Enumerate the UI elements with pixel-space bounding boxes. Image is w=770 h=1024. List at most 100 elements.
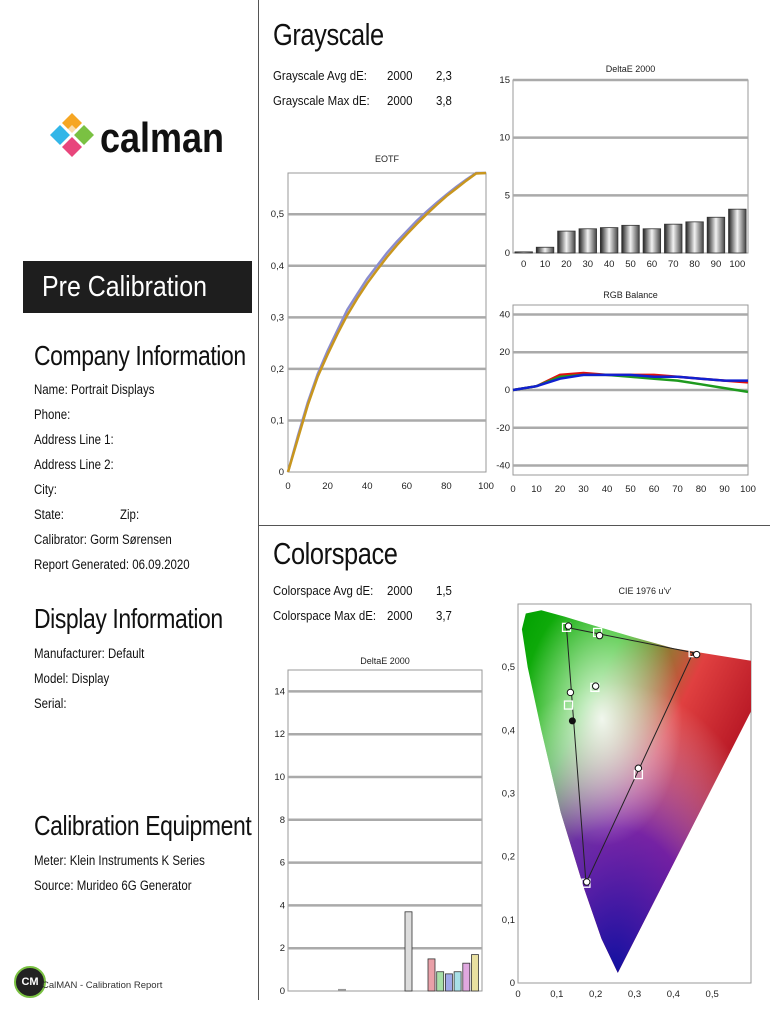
- display-manufacturer: Manufacturer: Default: [34, 646, 145, 661]
- x-tick-label: 20: [322, 481, 333, 492]
- stat-standard: 2000: [387, 93, 413, 108]
- x-tick-label: 30: [578, 484, 589, 495]
- cm-badge-icon: CM: [14, 966, 46, 998]
- x-tick-label: 10: [531, 484, 542, 495]
- x-tick-label: 0,2: [589, 989, 602, 1000]
- chart-title: RGB Balance: [603, 290, 658, 300]
- deltae-bar: [599, 227, 619, 254]
- company-zip: Zip:: [120, 507, 140, 522]
- y-tick-label: -20: [496, 423, 510, 434]
- rgb-balance-chart: RGB Balance -40 -20 0 20 40 0 10 20 30 40 50 60 70 80 9…: [496, 290, 756, 495]
- deltae-bar: [535, 246, 555, 254]
- company-address-1: Address Line 1:: [34, 432, 114, 447]
- stat-value: 3,8: [436, 93, 452, 108]
- y-tick-label: 0: [510, 978, 515, 989]
- measured-marker-red: [692, 650, 701, 659]
- stat-label: Grayscale Max dE:: [273, 93, 370, 108]
- plot-frame: [287, 669, 483, 992]
- deltae-bar-red: [427, 958, 436, 992]
- x-tick-label: 0: [515, 989, 520, 1000]
- chart-title: EOTF: [375, 154, 400, 164]
- company-name: Name: Portrait Displays: [34, 382, 155, 397]
- measured-marker-white: [591, 682, 600, 690]
- x-tick-label: 100%: [443, 999, 468, 1000]
- deltae-bar: [664, 223, 683, 254]
- deltae-bar-black: [338, 988, 346, 991]
- logo-text: calman: [100, 114, 224, 161]
- deltae-bar-blue: [444, 973, 453, 992]
- y-tick-label: 5: [505, 190, 510, 201]
- grayscale-avg-row: Grayscale Avg dE: 2000 2,3: [273, 68, 493, 93]
- calibrator-name: Calibrator: Gorm Sørensen: [34, 532, 172, 547]
- x-tick-label: 60: [647, 259, 658, 270]
- footer: CM CalMAN - Calibration Report: [14, 964, 214, 1004]
- y-tick-label: 0,2: [502, 852, 515, 863]
- display-serial: Serial:: [34, 696, 67, 711]
- x-tick-label: 100: [729, 259, 745, 270]
- y-tick-label: 0,1: [271, 415, 284, 426]
- x-tick-label: 0: [285, 481, 290, 492]
- y-tick-label: 0,4: [271, 261, 284, 272]
- x-tick-label: 20: [555, 484, 566, 495]
- y-tick-label: 14: [274, 686, 285, 697]
- x-tick-label: 0,1: [550, 989, 563, 1000]
- x-tick-label: 0: [510, 484, 515, 495]
- deltae-bar: [642, 228, 662, 254]
- rgb-series-line-blue: [512, 373, 748, 392]
- x-tick-label: 80: [689, 259, 700, 270]
- x-tick-label: 0: [319, 999, 324, 1000]
- x-tick-label: 40: [602, 484, 613, 495]
- vertical-divider: [258, 0, 259, 1000]
- chart-title: DeltaE 2000: [606, 64, 656, 74]
- banner-title: Pre Calibration: [41, 271, 207, 303]
- equipment-source: Source: Murideo 6G Generator: [34, 878, 192, 893]
- display-model: Model: Display: [34, 671, 110, 686]
- x-tick-label: 0,5: [706, 989, 719, 1000]
- y-tick-label: 0: [279, 467, 284, 478]
- y-tick-label: 10: [274, 772, 285, 783]
- eotf-series-line: [286, 171, 487, 473]
- colorspace-stats: Colorspace Avg dE: 2000 1,5 Colorspace M…: [273, 583, 493, 633]
- grayscale-stats: Grayscale Avg dE: 2000 2,3 Grayscale Max…: [273, 68, 493, 118]
- y-tick-label: -40: [496, 461, 510, 472]
- y-tick-label: 40: [499, 309, 510, 320]
- footer-text: CalMAN - Calibration Report: [42, 980, 163, 991]
- equipment-heading: Calibration Equipment: [34, 810, 252, 841]
- company-info: Name: Portrait Displays Phone: Address L…: [34, 382, 217, 582]
- stat-value: 1,5: [436, 583, 452, 598]
- stat-standard: 2000: [387, 608, 413, 623]
- y-tick-label: 8: [280, 815, 285, 826]
- x-tick-label: 60: [649, 484, 660, 495]
- equipment-info: Meter: Klein Instruments K Series Source…: [34, 853, 235, 903]
- stat-label: Grayscale Avg dE:: [273, 68, 367, 83]
- grayscale-deltae-chart: DeltaE 2000 0 5 10 15 0 10 20 30 40 50 60 70 80 90 100: [499, 64, 749, 270]
- grayscale-max-row: Grayscale Max dE: 2000 3,8: [273, 93, 493, 118]
- grayscale-heading: Grayscale: [273, 17, 384, 52]
- company-state: State:: [34, 507, 64, 522]
- y-tick-label: 10: [499, 133, 510, 144]
- y-tick-label: 0,3: [502, 789, 515, 800]
- colorspace-heading: Colorspace: [273, 536, 398, 571]
- x-tick-label: 60: [402, 481, 413, 492]
- report-type-banner: Pre Calibration: [23, 261, 252, 313]
- x-tick-label: 50: [625, 484, 636, 495]
- company-heading: Company Information: [34, 340, 246, 371]
- x-tick-label: 0,3: [628, 989, 641, 1000]
- y-tick-label: 0: [505, 248, 510, 259]
- y-tick-label: 0,2: [271, 364, 284, 375]
- stat-label: Colorspace Max dE:: [273, 608, 377, 623]
- y-tick-label: 0,1: [502, 915, 515, 926]
- x-tick-label: 70: [672, 484, 683, 495]
- colorspace-deltae-chart: DeltaE 2000 0 2 4 6 8 10 12 14 0 100 100%: [274, 656, 483, 1000]
- calman-logo: calman: [50, 100, 230, 170]
- deltae-bar: [621, 224, 640, 254]
- x-tick-label: 40: [604, 259, 615, 270]
- colorspace-avg-row: Colorspace Avg dE: 2000 1,5: [273, 583, 493, 608]
- x-tick-label: 10: [540, 259, 551, 270]
- chart-title: DeltaE 2000: [360, 656, 410, 666]
- y-tick-label: 0,3: [271, 312, 284, 323]
- stat-standard: 2000: [387, 68, 413, 83]
- deltae-bar: [578, 228, 597, 254]
- display-heading: Display Information: [34, 603, 223, 634]
- measured-marker-blue: [583, 878, 591, 886]
